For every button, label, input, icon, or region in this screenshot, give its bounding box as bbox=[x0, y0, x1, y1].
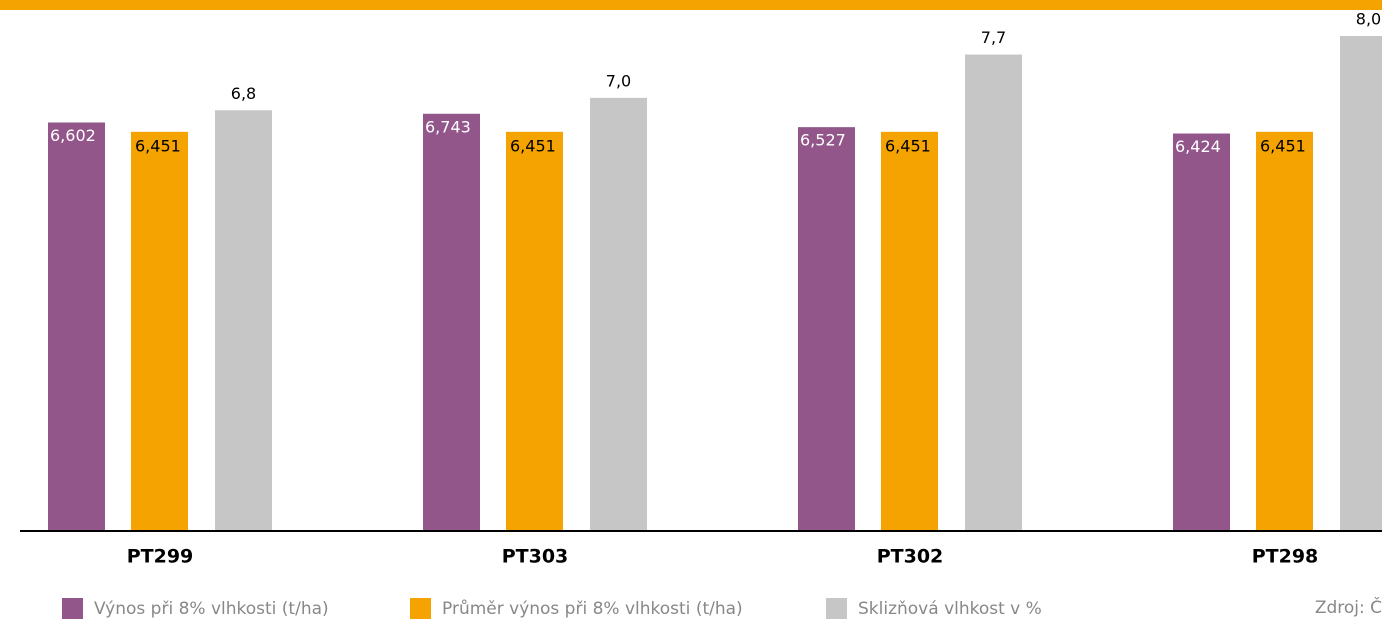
bar bbox=[215, 110, 272, 531]
source: Zdroj: Č bbox=[1315, 596, 1382, 618]
bar bbox=[506, 131, 563, 532]
bar bbox=[798, 127, 855, 531]
legend-swatch bbox=[410, 598, 431, 619]
bar bbox=[423, 113, 480, 531]
legend-label: Výnos při 8% vlhkosti (t/ha) bbox=[94, 599, 329, 619]
bar bbox=[1256, 131, 1313, 532]
data-label: 6,451 bbox=[885, 136, 931, 155]
bar bbox=[131, 131, 188, 532]
bar bbox=[1173, 133, 1230, 531]
x-tick-label: PT303 bbox=[502, 546, 569, 568]
bar bbox=[48, 122, 105, 531]
data-label: 6,451 bbox=[1260, 136, 1306, 155]
data-label: 6,602 bbox=[50, 126, 96, 145]
data-label: 6,451 bbox=[135, 136, 181, 155]
data-label: 8,0 bbox=[1356, 10, 1381, 29]
x-tick-label: PT299 bbox=[127, 546, 194, 568]
data-label: 6,451 bbox=[510, 136, 556, 155]
bar bbox=[1340, 36, 1382, 531]
data-label: 7,0 bbox=[606, 71, 631, 90]
title-bar bbox=[0, 0, 1382, 10]
data-label: 6,743 bbox=[425, 117, 471, 136]
data-label: 6,8 bbox=[231, 84, 256, 103]
legend-swatch bbox=[62, 598, 83, 619]
data-label: 6,424 bbox=[1175, 137, 1221, 156]
x-tick-label: PT298 bbox=[1252, 546, 1319, 568]
legend-label: Průměr výnos při 8% vlhkosti (t/ha) bbox=[442, 599, 743, 619]
bar bbox=[881, 131, 938, 532]
bar bbox=[965, 54, 1022, 531]
data-label: 6,527 bbox=[800, 131, 846, 150]
data-label: 7,7 bbox=[981, 28, 1006, 47]
x-tick-label: PT302 bbox=[877, 546, 944, 568]
legend-label: Sklizňová vlhkost v % bbox=[858, 599, 1042, 619]
legend-swatch bbox=[826, 598, 847, 619]
bar bbox=[590, 97, 647, 531]
